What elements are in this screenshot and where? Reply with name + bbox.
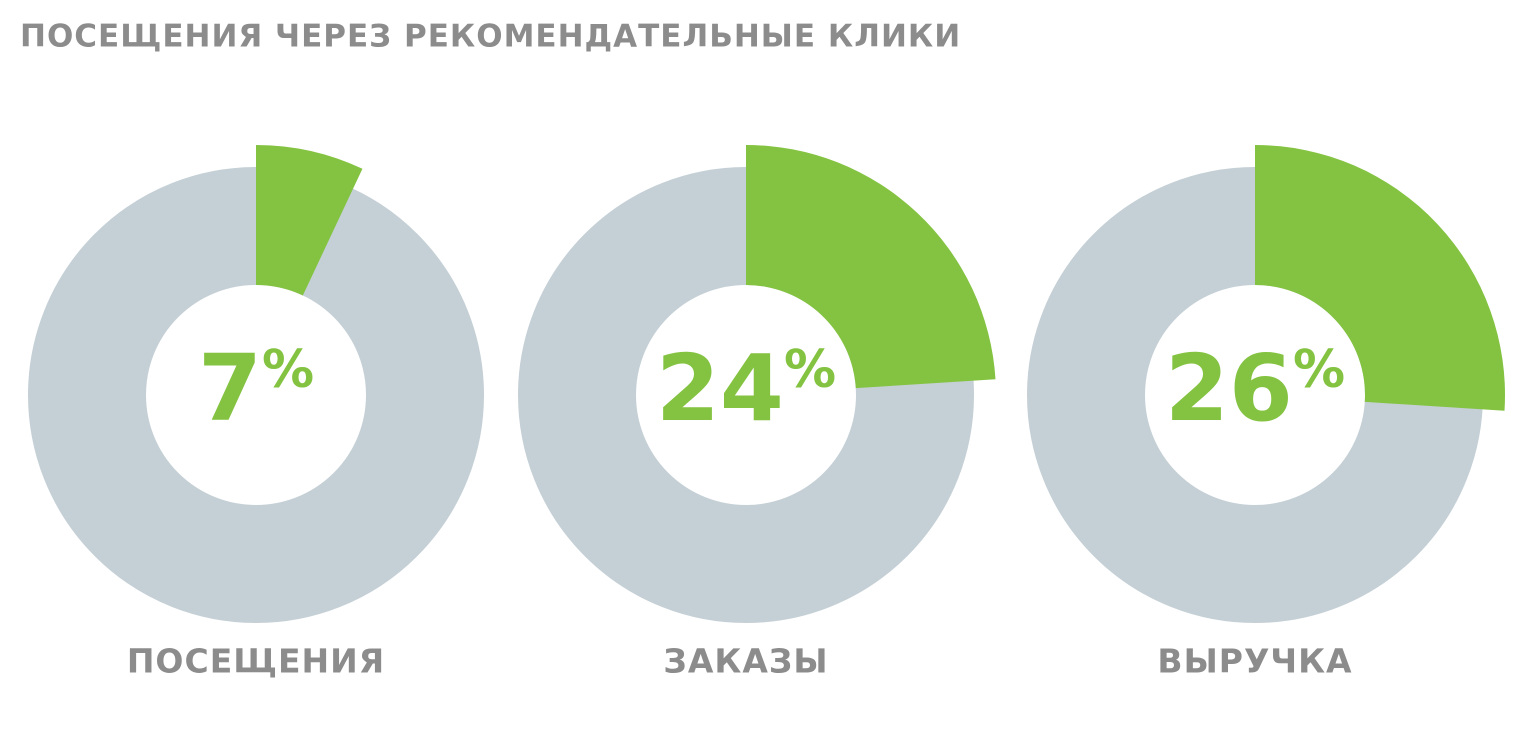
category-label: ВЫРУЧКА bbox=[1157, 642, 1352, 681]
donut-segment bbox=[256, 145, 363, 296]
value-unit: % bbox=[1293, 340, 1345, 400]
center-value: 24% bbox=[656, 335, 836, 442]
center-value: 26% bbox=[1165, 335, 1345, 442]
category-label: ЗАКАЗЫ bbox=[663, 642, 828, 681]
page-title: ПОСЕЩЕНИЯ ЧЕРЕЗ РЕКОМЕНДАТЕЛЬНЫЕ КЛИКИ bbox=[20, 19, 961, 55]
value-unit: % bbox=[262, 340, 314, 400]
donut-segment bbox=[746, 145, 996, 389]
value-digits: 24 bbox=[656, 335, 784, 442]
center-value: 7% bbox=[198, 335, 314, 442]
value-digits: 26 bbox=[1165, 335, 1293, 442]
value-digits: 7 bbox=[198, 335, 262, 442]
value-unit: % bbox=[784, 340, 836, 400]
category-label: ПОСЕЩЕНИЯ bbox=[127, 642, 385, 681]
donut-segment bbox=[1255, 145, 1505, 411]
